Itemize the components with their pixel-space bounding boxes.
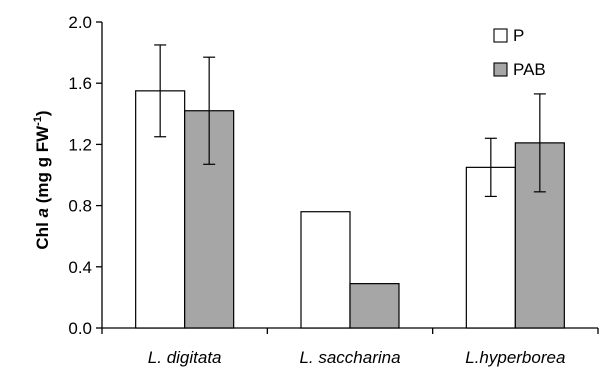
legend-swatch-pab	[493, 62, 508, 77]
category-label: L. saccharina	[299, 348, 400, 367]
category-label: L. digitata	[148, 348, 222, 367]
y-tick-label: 0.4	[68, 258, 92, 277]
y-axis-label: Chl a (mg g FW-1)	[32, 110, 52, 249]
y-tick-label: 2.0	[68, 13, 92, 32]
y-tick-label: 1.2	[68, 135, 92, 154]
legend: P PAB	[493, 26, 546, 79]
y-axis-label-italic: a	[33, 208, 52, 217]
category-label: L.hyperborea	[465, 348, 565, 367]
bar-p-1	[300, 211, 351, 329]
legend-label-p: P	[513, 26, 524, 45]
legend-label-pab: PAB	[513, 60, 546, 79]
y-tick-label: 0.8	[68, 197, 92, 216]
legend-swatch-p	[493, 28, 508, 43]
y-axis-label-suffix: )	[33, 110, 52, 116]
bars	[135, 90, 565, 329]
bar-pab-1	[349, 283, 400, 329]
y-axis-label-prefix: Chl	[33, 217, 52, 249]
y-axis-label-middle: (mg g FW	[33, 125, 52, 208]
y-tick-label: 0.0	[68, 319, 92, 338]
y-tick-label: 1.6	[68, 74, 92, 93]
category-labels: L. digitata L. saccharina L.hyperborea	[148, 348, 566, 367]
error-bars	[154, 44, 546, 198]
y-axis-label-superscript: -1	[32, 116, 44, 126]
y-tick-labels: 0.0 0.4 0.8 1.2 1.6 2.0	[68, 13, 92, 338]
